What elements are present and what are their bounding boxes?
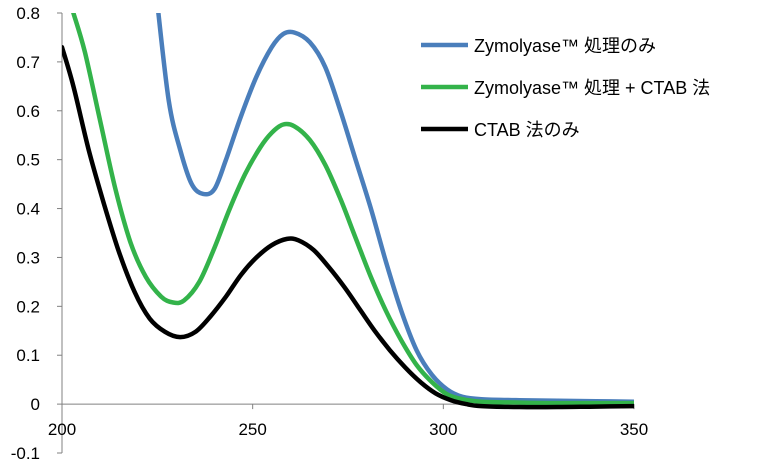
y-tick-label: 0.1 <box>16 346 40 365</box>
y-tick-label: 0 <box>31 395 40 414</box>
series-lines <box>62 13 634 410</box>
x-tick-label: 200 <box>48 420 76 439</box>
x-tick-label: 250 <box>238 420 266 439</box>
y-tick-label: 0.7 <box>16 53 40 72</box>
x-tick-label: 350 <box>620 420 648 439</box>
series-line-1 <box>156 13 634 404</box>
legend-label-2: Zymolyase™ 処理 + CTAB 法 <box>474 78 710 98</box>
legend-label-3: CTAB 法のみ <box>474 120 580 140</box>
x-tick-label: 300 <box>429 420 457 439</box>
y-tick-label: 0.5 <box>16 151 40 170</box>
y-tick-label: -0.1 <box>11 444 40 463</box>
y-tick-label: 0.6 <box>16 102 40 121</box>
y-tick-label: 0.8 <box>16 4 40 23</box>
y-tick-label: 0.3 <box>16 248 40 267</box>
legend: Zymolyase™ 処理のみ Zymolyase™ 処理 + CTAB 法 CTA… <box>421 36 710 140</box>
series-line-3 <box>62 44 634 410</box>
legend-label-1: Zymolyase™ 処理のみ <box>474 36 656 56</box>
y-axis-ticks: -0.1 0 0.1 0.2 0.3 0.4 0.5 0.6 0.7 0.8 <box>11 4 62 463</box>
series-line-2 <box>71 13 634 406</box>
y-tick-label: 0.2 <box>16 297 40 316</box>
x-axis-ticks: 200 250 300 350 <box>48 404 648 439</box>
y-tick-label: 0.4 <box>16 200 40 219</box>
